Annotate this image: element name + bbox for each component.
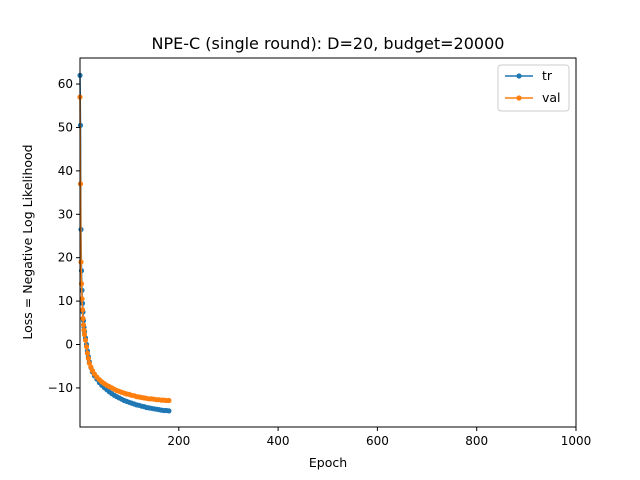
x-tick-label: 800 bbox=[465, 434, 488, 448]
y-tick-label: 60 bbox=[58, 77, 73, 91]
y-tick-label: 0 bbox=[65, 338, 73, 352]
series-point-val bbox=[166, 397, 172, 404]
series-point-val bbox=[86, 360, 92, 366]
ticks-layer: 200 400 600 800 1000 −10 0 10 20 30 40 50 60 bbox=[48, 77, 592, 448]
series-point-val bbox=[79, 307, 86, 313]
series-point-val bbox=[84, 350, 90, 356]
y-tick-label: 10 bbox=[58, 294, 73, 308]
y-tick-label: 30 bbox=[58, 207, 73, 221]
series-point-val bbox=[81, 331, 88, 338]
plot-frame bbox=[79, 57, 577, 428]
series-point-val bbox=[81, 327, 87, 333]
x-tick-label: 1000 bbox=[561, 434, 592, 448]
series-point-val bbox=[79, 296, 85, 302]
series-point-val bbox=[82, 337, 89, 343]
series-point-val bbox=[78, 259, 84, 265]
y-tick-label: 40 bbox=[58, 164, 73, 178]
y-tick-label: −10 bbox=[48, 381, 73, 395]
y-tick-label: 20 bbox=[58, 251, 73, 265]
y-tick-label: 50 bbox=[58, 120, 73, 134]
legend-marker-val bbox=[516, 95, 522, 101]
series-layer bbox=[77, 72, 172, 414]
legend-label-tr: tr bbox=[542, 68, 553, 83]
chart-title: NPE-C (single round): D=20, budget=20000 bbox=[152, 34, 505, 53]
y-axis-label: Loss = Negative Log Likelihood bbox=[20, 144, 35, 339]
legend-marker-tr bbox=[516, 73, 522, 79]
series-point-val bbox=[80, 315, 86, 322]
series-point-tr bbox=[166, 408, 172, 414]
x-tick-label: 400 bbox=[267, 434, 290, 448]
x-axis-label: Epoch bbox=[309, 455, 347, 470]
x-tick-label: 200 bbox=[167, 434, 190, 448]
x-tick-label: 600 bbox=[366, 434, 389, 448]
series-point-val bbox=[85, 355, 91, 361]
series-point-val bbox=[83, 344, 90, 350]
legend: tr val bbox=[497, 64, 570, 112]
series-point-val bbox=[80, 322, 87, 328]
legend-label-val: val bbox=[542, 90, 561, 105]
